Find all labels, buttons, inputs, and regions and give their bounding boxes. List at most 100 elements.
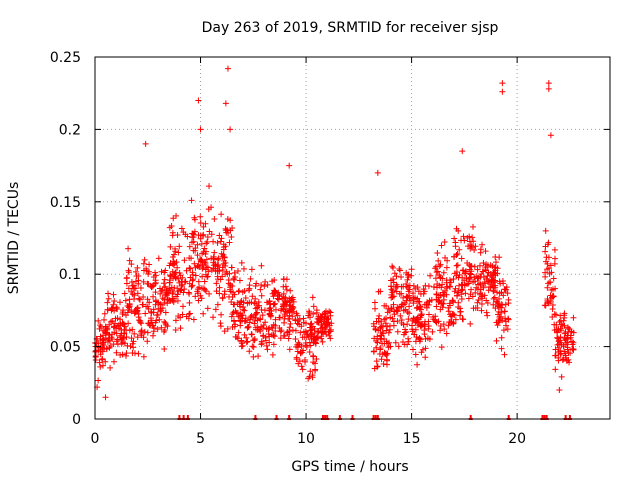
data-point — [313, 319, 320, 326]
data-point — [568, 338, 575, 345]
data-point — [171, 271, 178, 278]
data-point — [384, 361, 391, 368]
data-point — [301, 357, 308, 364]
data-point — [286, 308, 293, 315]
data-point — [228, 313, 235, 320]
data-point — [557, 347, 564, 354]
data-point — [248, 331, 255, 338]
data-point — [468, 244, 475, 251]
data-point — [287, 302, 294, 309]
data-point — [545, 300, 552, 307]
data-point — [490, 295, 497, 302]
data-point — [502, 286, 509, 293]
data-point — [208, 231, 215, 238]
data-point — [281, 333, 288, 340]
data-point — [184, 233, 191, 240]
data-point — [490, 301, 497, 308]
data-point — [195, 278, 202, 285]
data-point — [124, 309, 131, 316]
data-point — [283, 286, 290, 293]
data-point — [277, 335, 284, 342]
data-point — [542, 227, 549, 234]
data-point — [167, 297, 174, 304]
data-point — [565, 356, 572, 363]
data-point-outlier — [545, 85, 552, 92]
data-point — [371, 299, 378, 306]
data-point — [241, 307, 248, 314]
data-point — [384, 309, 391, 316]
data-point — [437, 327, 444, 334]
data-point — [144, 296, 151, 303]
data-point — [319, 338, 326, 345]
data-point — [176, 243, 183, 250]
data-point — [433, 269, 440, 276]
data-point — [179, 303, 186, 310]
data-point — [264, 346, 271, 353]
data-point — [313, 355, 320, 362]
data-point — [494, 270, 501, 277]
data-point — [152, 272, 159, 279]
data-point — [497, 313, 504, 320]
data-point — [169, 254, 176, 261]
data-point — [161, 276, 168, 283]
data-point — [427, 272, 434, 279]
data-point — [107, 342, 114, 349]
data-point — [321, 326, 328, 333]
data-point — [140, 353, 147, 360]
data-point — [277, 314, 284, 321]
data-point — [494, 300, 501, 307]
data-point — [159, 286, 166, 293]
data-point — [132, 309, 139, 316]
data-point — [489, 263, 496, 270]
data-point — [208, 204, 215, 211]
data-point — [494, 265, 501, 272]
data-point — [102, 358, 109, 365]
data-point — [221, 328, 228, 335]
data-point — [180, 289, 187, 296]
data-point — [376, 350, 383, 357]
data-point — [205, 268, 212, 275]
data-point — [272, 316, 279, 323]
data-point — [452, 239, 459, 246]
data-point — [229, 294, 236, 301]
data-point — [434, 281, 441, 288]
data-point — [490, 270, 497, 277]
data-point — [133, 272, 140, 279]
x-tick-label: 0 — [91, 431, 100, 447]
data-point — [370, 348, 377, 355]
data-point-outlier — [195, 97, 202, 104]
data-point — [494, 298, 501, 305]
data-point — [447, 279, 454, 286]
data-point — [389, 315, 396, 322]
data-point — [258, 262, 265, 269]
data-point — [472, 289, 479, 296]
data-point — [438, 284, 445, 291]
data-point — [92, 353, 99, 360]
x-tick-label: 5 — [196, 431, 205, 447]
data-point — [230, 317, 237, 324]
data-point — [161, 327, 168, 334]
data-point — [104, 306, 111, 313]
data-point — [126, 303, 133, 310]
data-point — [295, 317, 302, 324]
data-point — [284, 329, 291, 336]
data-point — [241, 331, 248, 338]
data-point — [460, 316, 467, 323]
data-point — [403, 297, 410, 304]
data-point — [248, 299, 255, 306]
data-point — [211, 215, 218, 222]
data-point — [187, 265, 194, 272]
data-point — [550, 275, 557, 282]
data-point — [388, 277, 395, 284]
data-point — [444, 283, 451, 290]
data-point — [475, 281, 482, 288]
data-point — [117, 299, 124, 306]
data-point — [417, 314, 424, 321]
data-point — [415, 298, 422, 305]
y-tick-label: 0.05 — [50, 340, 81, 356]
data-point — [276, 325, 283, 332]
data-point — [202, 260, 209, 267]
data-point — [228, 264, 235, 271]
data-point — [150, 293, 157, 300]
data-point — [470, 238, 477, 245]
